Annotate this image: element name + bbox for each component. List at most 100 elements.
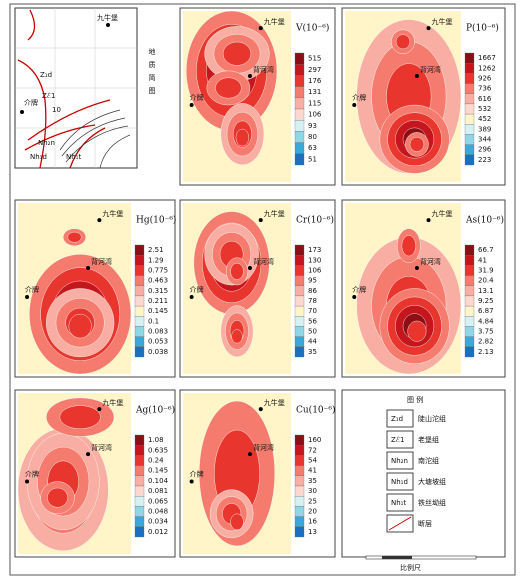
color-swatch	[134, 346, 145, 358]
place-dot	[97, 218, 102, 223]
color-swatch	[294, 305, 305, 317]
color-swatch	[464, 285, 475, 297]
scale-label: 0.083	[148, 328, 168, 336]
scale-label: 4.84	[478, 317, 494, 325]
scale-label: 106	[308, 111, 322, 119]
color-swatch	[464, 295, 475, 307]
color-swatch	[294, 75, 305, 87]
scale-label: 0.24	[148, 457, 164, 465]
scale-label: 44	[308, 338, 317, 346]
scale-label: 0.053	[148, 338, 168, 346]
scale-label: 0.463	[148, 277, 168, 285]
place-name: 九牛堡	[102, 398, 123, 407]
color-swatch	[294, 475, 305, 487]
place-name: 背河湾	[253, 257, 274, 266]
panel-title: P(10⁻⁶)	[466, 23, 499, 34]
scale-label: 2.13	[478, 348, 494, 356]
scale-label: 131	[308, 88, 321, 96]
scale-label: 20	[308, 508, 317, 516]
place-dot	[352, 295, 357, 300]
scale-label: 926	[478, 74, 492, 82]
fault	[24, 124, 96, 151]
geo-label: 九牛堡	[97, 13, 118, 22]
contour	[235, 128, 250, 147]
scale-label: 25	[308, 497, 317, 505]
scale-label: 106	[308, 266, 322, 274]
place-dot	[25, 295, 30, 300]
scale-label: 2.51	[148, 246, 164, 254]
scale-label: 736	[478, 85, 492, 93]
color-swatch	[134, 255, 145, 266]
scale-label: 30	[308, 487, 317, 495]
color-swatch	[134, 445, 145, 456]
color-swatch	[464, 265, 475, 276]
scale-label: 452	[478, 115, 491, 123]
scale-label: 63	[308, 144, 317, 152]
scale-label: 296	[478, 146, 492, 154]
place-dot	[426, 218, 431, 223]
color-swatch	[464, 275, 475, 286]
contact	[65, 125, 129, 163]
legend-name: 铁丝坳组	[418, 498, 446, 507]
color-swatch	[294, 131, 305, 143]
color-swatch	[464, 244, 475, 256]
legend-box	[386, 472, 414, 491]
scale-label: 389	[478, 125, 491, 133]
color-swatch	[294, 86, 305, 98]
scale-label: 50	[308, 328, 317, 336]
scale-label: 0.635	[148, 446, 168, 454]
contour-map	[183, 393, 291, 554]
scale-label: 56	[308, 317, 317, 325]
color-swatch	[134, 285, 145, 297]
scale-label: 13.1	[478, 287, 494, 295]
color-swatch	[464, 346, 475, 358]
scale-label: 1.08	[148, 436, 164, 444]
color-swatch	[294, 285, 305, 297]
scale-label: 0.065	[148, 497, 168, 505]
place-dot	[258, 26, 263, 31]
scale-label: 93	[308, 122, 317, 130]
color-swatch	[294, 97, 305, 110]
contact	[59, 109, 121, 151]
color-swatch	[464, 52, 475, 64]
contour	[230, 262, 244, 280]
contour	[215, 77, 242, 99]
place-name: 背河湾	[91, 257, 112, 266]
color-swatch	[294, 336, 305, 347]
color-swatch	[294, 455, 305, 466]
contour	[47, 487, 68, 508]
scale-label: 95	[308, 277, 317, 285]
place-name: 介牌	[25, 285, 39, 294]
scale-label: 70	[308, 307, 317, 315]
color-swatch	[464, 305, 475, 317]
place-name: 介牌	[190, 93, 204, 102]
contour	[407, 320, 427, 342]
scale-label: 41	[478, 256, 487, 264]
color-swatch	[464, 134, 475, 145]
legend-name: 大塘坡组	[418, 477, 446, 486]
scale-label: 72	[308, 446, 317, 454]
color-swatch	[294, 516, 305, 527]
place-dot	[426, 26, 431, 31]
legend-title: 图 例	[407, 395, 423, 404]
scale-label: 66.7	[478, 246, 494, 254]
color-swatch	[134, 316, 145, 327]
place-name: 介牌	[190, 470, 204, 479]
legend-code: Z₁d	[391, 415, 403, 423]
color-swatch	[464, 73, 475, 84]
color-swatch	[134, 496, 145, 507]
scale-label: 13	[308, 528, 317, 536]
scale-label: 176	[308, 77, 322, 85]
legend-name: 断层	[418, 519, 432, 528]
place-name: 背河湾	[91, 443, 112, 452]
color-swatch	[294, 434, 305, 446]
place-dot	[247, 265, 252, 270]
panel-title: As(10⁻⁶)	[465, 215, 504, 226]
contour-map	[18, 203, 132, 375]
color-swatch	[294, 526, 305, 538]
scale-label: 1667	[478, 54, 496, 62]
scale-label: 2.82	[478, 338, 494, 346]
fault-symbol	[388, 516, 412, 531]
scale-label: 532	[478, 105, 491, 113]
color-swatch	[294, 346, 305, 358]
